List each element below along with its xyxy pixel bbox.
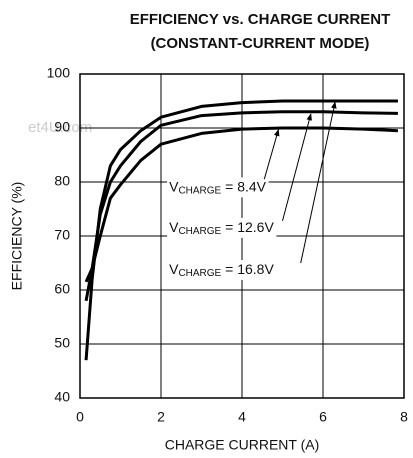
annotation-sub: CHARGE	[178, 185, 221, 196]
y-tick-label: 100	[47, 65, 71, 81]
annotation-arrow	[282, 113, 312, 222]
data-line	[84, 99, 398, 361]
x-tick-label: 6	[319, 409, 327, 425]
x-axis-label: CHARGE CURRENT (A)	[165, 437, 320, 453]
y-tick-label: 80	[54, 173, 70, 189]
chart-title: (CONSTANT-CURRENT MODE)	[151, 35, 370, 52]
annotation-rest: = 12.6V	[221, 219, 274, 235]
data-line	[84, 126, 398, 283]
plot-frame	[79, 73, 405, 399]
chart-title: EFFICIENCY vs. CHARGE CURRENT	[130, 11, 391, 28]
y-tick-label: 70	[54, 227, 70, 243]
annotation-bg	[167, 260, 277, 281]
annotation-bg	[167, 177, 269, 198]
annotation: VCHARGE = 16.8V	[169, 261, 274, 279]
annotation-arrow	[263, 128, 280, 180]
annotation-text: V	[169, 219, 179, 235]
y-tick-label: 60	[54, 281, 70, 297]
watermark: et4U.com	[28, 119, 92, 136]
annotation-text: V	[169, 261, 179, 277]
annotation-arrow	[300, 101, 337, 264]
annotation: VCHARGE = 12.6V	[169, 219, 274, 237]
y-tick-label: 40	[54, 389, 70, 405]
x-tick-label: 0	[76, 409, 84, 425]
annotation-sub: CHARGE	[178, 226, 221, 237]
annotation-sub: CHARGE	[178, 268, 221, 279]
annotation: VCHARGE = 8.4V	[169, 178, 267, 196]
data-line	[84, 110, 398, 302]
annotation-text: V	[169, 178, 179, 194]
x-tick-label: 4	[238, 409, 246, 425]
x-tick-label: 8	[400, 409, 408, 425]
annotation-bg	[167, 217, 277, 238]
x-tick-label: 2	[157, 409, 165, 425]
y-tick-label: 50	[54, 335, 70, 351]
annotation-rest: = 16.8V	[221, 261, 274, 277]
y-axis-label: EFFICIENCY (%)	[9, 182, 25, 291]
annotation-rest: = 8.4V	[221, 178, 266, 194]
y-tick-label: 90	[54, 119, 70, 135]
